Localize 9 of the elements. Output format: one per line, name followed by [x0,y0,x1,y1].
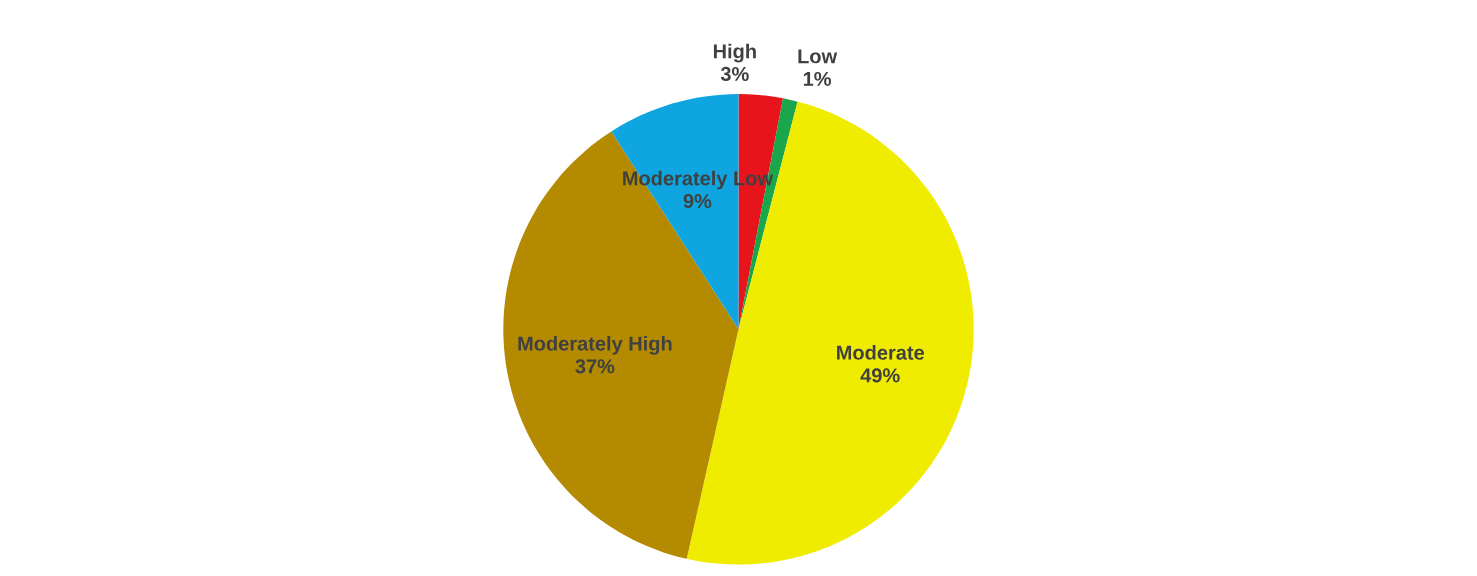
slice-label: High [713,43,756,63]
data-label: 1% [803,71,832,86]
data-label: 37% [575,359,615,374]
data-label: 3% [720,66,749,81]
data-label: 49% [860,368,900,383]
slice-label: Moderate [837,344,924,360]
slice-label: Moderately High [518,335,672,355]
slice-label: Low [798,49,838,64]
data-label: 9% [683,193,712,208]
